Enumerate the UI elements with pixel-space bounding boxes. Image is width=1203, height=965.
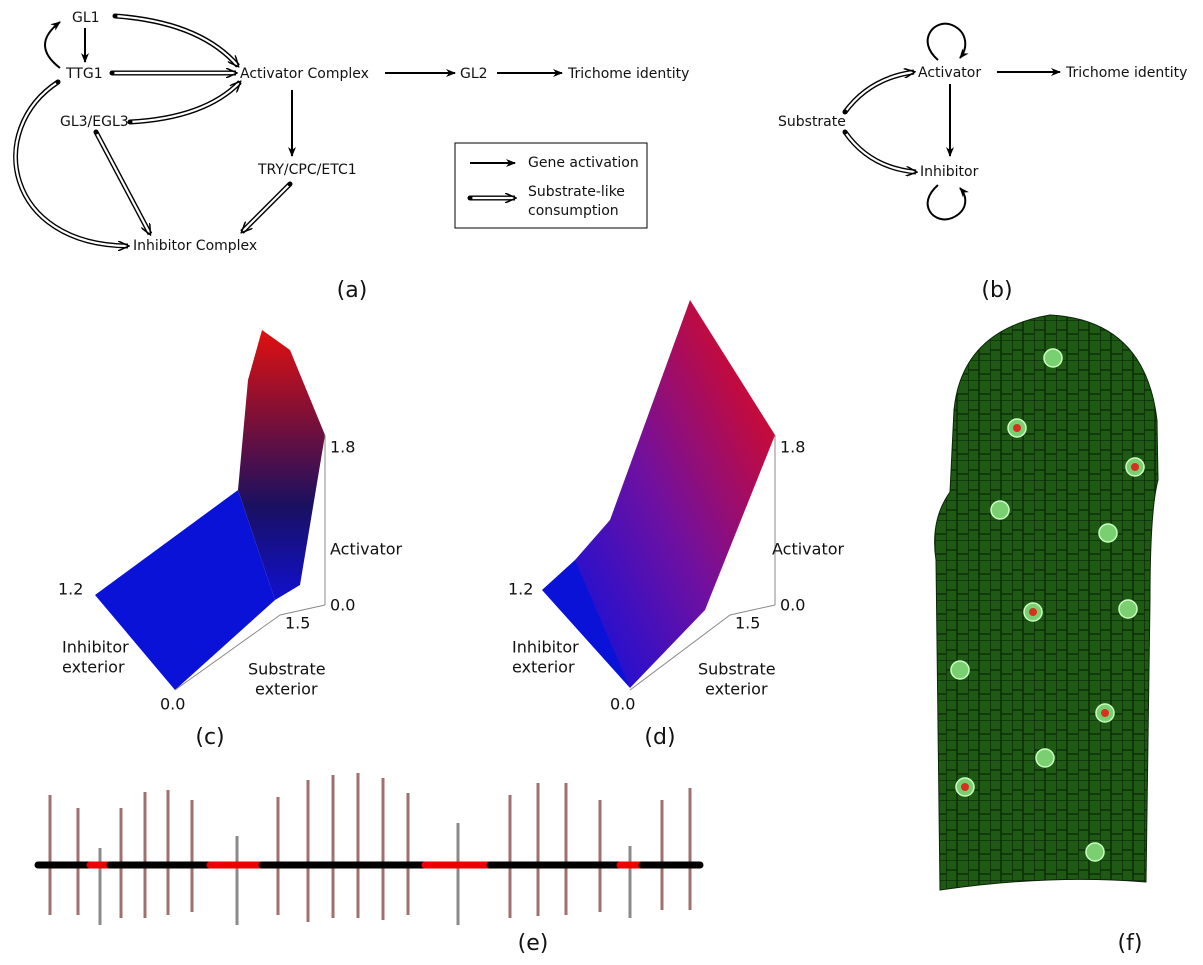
panel-f: (f) xyxy=(935,315,1158,956)
cell-core xyxy=(961,783,969,791)
panel-e: (e) xyxy=(38,773,700,956)
axis-value: 0.0 xyxy=(780,596,805,615)
node: TRY/CPC/ETC1 xyxy=(257,162,357,178)
consumption-edge xyxy=(115,16,238,66)
axis-value: 0.0 xyxy=(160,695,185,714)
panel-b: Activator Trichome identity Substrate In… xyxy=(778,24,1187,303)
node: GL1 xyxy=(72,10,100,26)
axis-title: exterior xyxy=(512,658,575,677)
cell-core xyxy=(1029,608,1037,616)
panel-label: (b) xyxy=(981,278,1012,303)
consumption-edge xyxy=(242,184,290,232)
node: GL2 xyxy=(460,66,488,82)
consumption-edge xyxy=(130,82,240,122)
edge-start xyxy=(110,71,115,76)
axis-title: Substrate xyxy=(248,660,326,679)
cell-spot xyxy=(951,661,969,679)
consumption-edge xyxy=(130,82,240,122)
axis-value: 0.0 xyxy=(610,695,635,714)
node: Activator Complex xyxy=(240,66,369,82)
node: Activator xyxy=(918,65,981,81)
legend-text: consumption xyxy=(528,203,619,219)
node: Trichome identity xyxy=(1065,65,1187,81)
panel-d: 1.8 Activator 0.0 1.2 Inhibitor exterior… xyxy=(508,300,845,750)
panel-label: (e) xyxy=(518,931,549,956)
edge-start xyxy=(468,196,473,201)
cell-spot xyxy=(1119,600,1137,618)
axis-value: 0.0 xyxy=(330,596,355,615)
axis-title: exterior xyxy=(705,680,768,699)
cell-spot xyxy=(1086,843,1104,861)
axis-title: Inhibitor xyxy=(512,638,579,657)
legend-text: Substrate-like xyxy=(528,184,625,200)
consumption-edge xyxy=(845,132,916,172)
panel-label: (f) xyxy=(1118,931,1143,956)
consumption-edge xyxy=(845,72,914,112)
panel-label: (a) xyxy=(337,278,368,303)
edge-start xyxy=(113,14,118,19)
consumption-edge xyxy=(115,16,238,66)
axis-value: 1.8 xyxy=(780,438,805,457)
edge-start xyxy=(843,130,848,135)
cell-core xyxy=(1101,709,1109,717)
axis-title: Activator xyxy=(772,540,845,559)
axis-value: 1.2 xyxy=(508,580,533,599)
cell-spot xyxy=(1099,524,1117,542)
consumption-edge xyxy=(845,72,914,112)
axis-value: 1.5 xyxy=(285,614,310,633)
node: Inhibitor Complex xyxy=(133,238,257,254)
axis-title: Substrate xyxy=(698,660,776,679)
edge-start xyxy=(56,80,61,85)
consumption-edge xyxy=(96,132,150,234)
cell-core xyxy=(1131,463,1139,471)
cell-core xyxy=(1013,424,1021,432)
cell-spot xyxy=(991,501,1009,519)
axis-value: 1.8 xyxy=(330,438,355,457)
panel-label: (d) xyxy=(644,725,675,750)
panel-label: (c) xyxy=(195,725,224,750)
panel-c: 1.8 Activator 0.0 1.2 Inhibitor exterior… xyxy=(58,330,403,750)
axis-title: exterior xyxy=(62,658,125,677)
edge-start xyxy=(94,130,99,135)
axis-title: exterior xyxy=(255,680,318,699)
node: TTG1 xyxy=(65,66,103,82)
cell-spot xyxy=(1044,349,1062,367)
node: Substrate xyxy=(778,114,846,130)
node: GL3/EGL3 xyxy=(60,114,129,130)
consumption-edge xyxy=(845,132,916,172)
node: Trichome identity xyxy=(567,66,689,82)
legend-text: Gene activation xyxy=(528,155,639,171)
axis-value: 1.2 xyxy=(58,580,83,599)
axis-title: Inhibitor xyxy=(62,638,129,657)
edge-start xyxy=(288,182,293,187)
axis-title: Activator xyxy=(330,540,403,559)
node: Inhibitor xyxy=(920,164,979,180)
axis-value: 1.5 xyxy=(735,614,760,633)
cell-spot xyxy=(1036,749,1054,767)
panel-a: GL1 TTG1 GL3/EGL3 Activator Complex GL2 … xyxy=(16,10,916,303)
figure: GL1 TTG1 GL3/EGL3 Activator Complex GL2 … xyxy=(0,0,1203,965)
